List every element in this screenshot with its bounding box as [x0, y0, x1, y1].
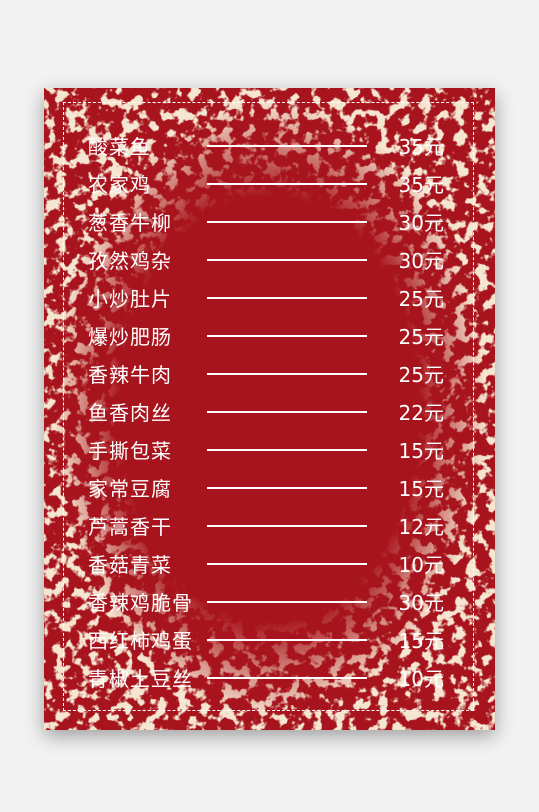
menu-item-price: 30元 [398, 248, 444, 273]
menu-item-name: 葱香牛柳 [88, 210, 172, 235]
menu-item: 芦蒿香干 12元 [88, 506, 448, 544]
menu-item: 鱼香肉丝 22元 [88, 392, 448, 430]
menu-item: 家常豆腐 15元 [88, 468, 448, 506]
leader-line [207, 259, 367, 261]
menu-item: 香菇青菜 10元 [88, 544, 448, 582]
menu-item-price: 25元 [398, 286, 444, 311]
menu-item: 青椒土豆丝 10元 [88, 658, 448, 696]
menu-item-price: 12元 [398, 514, 444, 539]
menu-item: 爆炒肥肠 25元 [88, 316, 448, 354]
menu-item-name: 青椒土豆丝 [88, 666, 193, 691]
menu-item-price: 25元 [398, 362, 444, 387]
leader-line [207, 145, 367, 147]
menu-item: 酸菜鱼 35元 [88, 126, 448, 164]
menu-item-name: 家常豆腐 [88, 476, 172, 501]
menu-item-price: 35元 [398, 172, 444, 197]
menu-item: 手撕包菜 15元 [88, 430, 448, 468]
menu-list: 酸菜鱼 35元 农家鸡 35元 葱香牛柳 30元 孜然鸡杂 30元 小炒肚片 25元 爆炒肥肠 25元… [88, 126, 448, 696]
menu-item: 农家鸡 35元 [88, 164, 448, 202]
menu-item-price: 30元 [398, 590, 444, 615]
menu-item: 香辣牛肉 25元 [88, 354, 448, 392]
leader-line [207, 221, 367, 223]
menu-item-name: 农家鸡 [88, 172, 151, 197]
menu-item-name: 香辣鸡脆骨 [88, 590, 193, 615]
menu-item: 孜然鸡杂 30元 [88, 240, 448, 278]
menu-item-name: 酸菜鱼 [88, 134, 151, 159]
menu-item-price: 10元 [398, 552, 444, 577]
menu-item-price: 15元 [398, 438, 444, 463]
leader-line [207, 183, 367, 185]
leader-line [207, 449, 367, 451]
menu-item: 香辣鸡脆骨 30元 [88, 582, 448, 620]
menu-item-name: 鱼香肉丝 [88, 400, 172, 425]
menu-item-name: 孜然鸡杂 [88, 248, 172, 273]
leader-line [207, 639, 367, 641]
menu-item: 小炒肚片 25元 [88, 278, 448, 316]
menu-item-name: 芦蒿香干 [88, 514, 172, 539]
menu-item-name: 小炒肚片 [88, 286, 172, 311]
menu-item-price: 15元 [398, 628, 444, 653]
menu-item-price: 10元 [398, 666, 444, 691]
menu-card: 酸菜鱼 35元 农家鸡 35元 葱香牛柳 30元 孜然鸡杂 30元 小炒肚片 25元 爆炒肥肠 25元… [44, 88, 495, 730]
menu-item-name: 爆炒肥肠 [88, 324, 172, 349]
menu-item-name: 西红柿鸡蛋 [88, 628, 193, 653]
menu-item-price: 15元 [398, 476, 444, 501]
leader-line [207, 525, 367, 527]
leader-line [207, 563, 367, 565]
leader-line [207, 487, 367, 489]
dashed-frame [63, 102, 474, 711]
menu-item-name: 手撕包菜 [88, 438, 172, 463]
menu-item-name: 香辣牛肉 [88, 362, 172, 387]
leader-line [207, 297, 367, 299]
menu-item-price: 30元 [398, 210, 444, 235]
menu-item: 西红柿鸡蛋 15元 [88, 620, 448, 658]
menu-item-price: 35元 [398, 134, 444, 159]
menu-item-price: 25元 [398, 324, 444, 349]
leader-line [207, 601, 367, 603]
leader-line [207, 677, 367, 679]
menu-item-price: 22元 [398, 400, 444, 425]
menu-item: 葱香牛柳 30元 [88, 202, 448, 240]
grunge-texture [44, 88, 495, 730]
leader-line [207, 335, 367, 337]
menu-item-name: 香菇青菜 [88, 552, 172, 577]
leader-line [207, 373, 367, 375]
leader-line [207, 411, 367, 413]
